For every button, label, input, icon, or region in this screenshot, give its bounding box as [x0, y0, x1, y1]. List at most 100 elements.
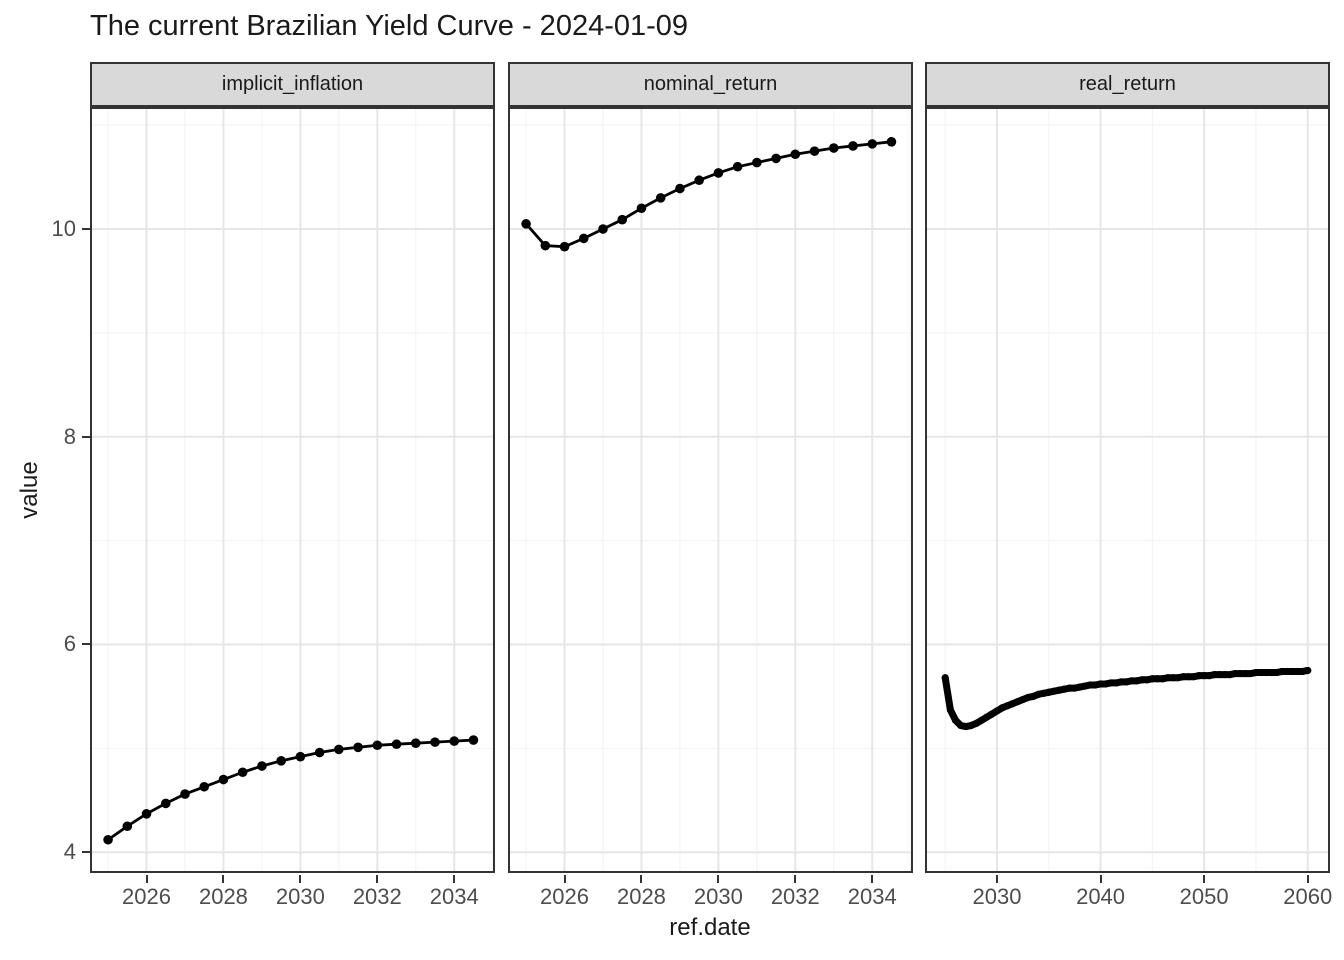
x-axis-tick — [222, 875, 225, 883]
data-point — [314, 747, 325, 758]
data-point — [1185, 673, 1193, 681]
x-axis-tick-label: 2030 — [693, 884, 743, 909]
x-axis-tick-label: 2060 — [1283, 884, 1333, 909]
data-point — [1278, 667, 1286, 676]
x-axis-tick — [1099, 875, 1102, 883]
data-point — [1267, 668, 1276, 677]
y-axis-tick-label: 6 — [63, 631, 76, 657]
facet-plot-area — [510, 109, 911, 871]
y-axis-tick-label: 8 — [63, 423, 76, 449]
data-point — [430, 737, 440, 747]
data-point — [122, 821, 133, 832]
data-point — [941, 674, 949, 682]
data-point — [1117, 678, 1125, 686]
data-point — [655, 193, 666, 203]
data-point — [559, 241, 570, 252]
data-point — [257, 761, 267, 771]
data-point — [790, 149, 801, 160]
x-axis-tick — [1306, 875, 1309, 883]
x-axis-tick — [1203, 875, 1206, 883]
data-point — [1210, 671, 1219, 679]
x-axis-tick-label: 2028 — [616, 884, 666, 909]
data-point — [449, 736, 460, 746]
data-point — [752, 157, 762, 168]
panel-nominal-return — [508, 107, 913, 873]
facet-plot-area — [92, 109, 493, 871]
data-point — [1164, 674, 1172, 682]
data-point — [848, 141, 858, 151]
data-point — [141, 808, 152, 819]
data-point — [732, 161, 743, 172]
data-point — [617, 214, 628, 225]
data-point — [988, 710, 996, 718]
data-point — [636, 203, 647, 214]
data-point — [1200, 672, 1208, 680]
chart-title: The current Brazilian Yield Curve - 2024… — [90, 10, 689, 42]
data-point — [103, 834, 113, 845]
data-point — [353, 742, 363, 753]
x-axis-tick — [376, 875, 379, 883]
data-point — [809, 146, 820, 156]
x-axis-tick-label: 2030 — [972, 884, 1022, 909]
data-point — [218, 774, 229, 785]
x-axis-tick-label: 2034 — [429, 884, 479, 909]
series-line — [524, 140, 893, 249]
data-point — [1252, 668, 1260, 677]
data-point — [1236, 669, 1245, 678]
x-axis-tick-label: 2050 — [1179, 884, 1229, 909]
data-point — [295, 751, 306, 762]
data-point — [977, 716, 986, 724]
data-point — [713, 168, 724, 178]
data-point — [180, 789, 190, 799]
facet-plot-area — [927, 109, 1328, 871]
data-point — [391, 739, 402, 750]
x-axis-tick — [453, 875, 456, 883]
data-point — [1096, 680, 1105, 688]
data-point — [578, 233, 589, 244]
series-line — [106, 738, 475, 842]
data-point — [1262, 668, 1270, 677]
y-axis-title: value — [16, 461, 43, 519]
x-axis-tick-label: 2026 — [122, 884, 172, 909]
data-point — [598, 224, 608, 234]
y-axis-tick — [82, 851, 90, 854]
x-axis-tick-label: 2028 — [198, 884, 248, 909]
x-axis-tick-label: 2034 — [847, 884, 897, 909]
data-point — [993, 707, 1001, 715]
data-point — [410, 738, 421, 748]
facet-strip-implicit-inflation: implicit_inflation — [90, 62, 495, 107]
data-point — [334, 744, 344, 755]
data-point — [951, 716, 960, 724]
x-axis-tick — [871, 875, 874, 883]
data-point — [372, 740, 383, 751]
x-axis-tick-label: 2026 — [540, 884, 590, 909]
y-axis-tick-label: 10 — [51, 216, 76, 242]
panel-implicit-inflation — [90, 107, 495, 873]
data-point — [886, 136, 897, 147]
x-axis-tick — [299, 875, 302, 883]
data-point — [1169, 674, 1177, 682]
y-axis-tick — [82, 435, 90, 438]
data-point — [1293, 667, 1301, 676]
x-axis-tick-label: 2030 — [275, 884, 325, 909]
data-point — [521, 219, 531, 229]
data-point — [276, 756, 286, 766]
x-axis-title: ref.date — [669, 914, 751, 941]
facet-label: implicit_inflation — [221, 73, 364, 95]
data-point — [540, 240, 551, 251]
y-axis-tick-label: 4 — [63, 839, 76, 865]
data-point — [1231, 669, 1239, 678]
data-point — [1221, 671, 1229, 679]
data-point — [1257, 668, 1265, 677]
x-axis-tick-label: 2032 — [770, 884, 820, 909]
data-point — [1138, 676, 1146, 684]
data-point — [468, 735, 479, 745]
x-axis-tick — [717, 875, 720, 883]
data-point — [1283, 667, 1291, 676]
data-point — [675, 183, 685, 194]
data-point — [1241, 669, 1250, 678]
x-axis-tick — [563, 875, 566, 883]
facet-label: real_return — [1079, 73, 1176, 95]
data-point — [1304, 666, 1312, 675]
